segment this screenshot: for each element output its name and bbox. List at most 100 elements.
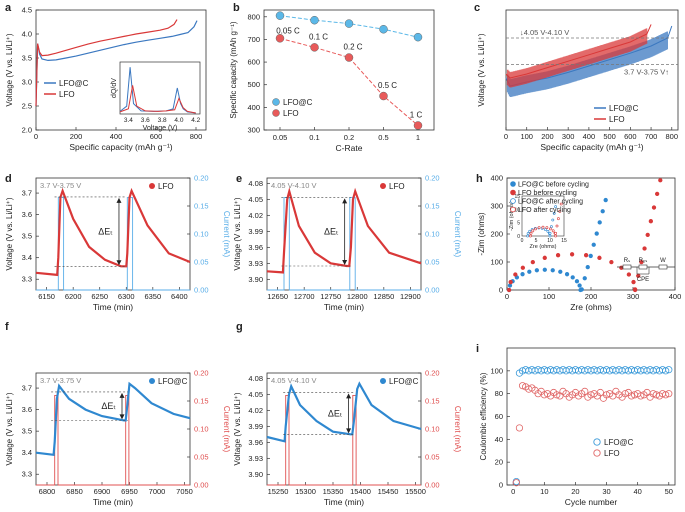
y-tick-label: 3.96: [248, 243, 263, 252]
x-tick-label: 6800: [39, 487, 56, 496]
legend-label: LFO@C: [59, 79, 89, 88]
y-tick-label: 3.5: [22, 54, 32, 63]
x-tick-label: 400: [110, 132, 123, 141]
inset-point: [526, 234, 530, 238]
y2-tick-label: 0.05: [194, 453, 209, 462]
nyquist-point: [555, 253, 561, 258]
y-tick-label: 400: [490, 174, 503, 183]
data-point: [275, 34, 285, 43]
data-point: [413, 32, 423, 42]
y-tick-label: 400: [247, 103, 260, 112]
panel-label: b: [233, 2, 240, 14]
nyquist-point: [569, 252, 575, 257]
gitt-band: [506, 28, 648, 88]
y-tick-label: 3.3: [22, 470, 32, 479]
inset-y-tick: 10: [514, 207, 520, 213]
y-tick-label: 3.4: [22, 448, 32, 457]
y-tick-label: 3.5: [22, 232, 32, 241]
inset-series: [119, 85, 196, 114]
x-axis-title: Time (min): [93, 497, 133, 507]
x-tick-label: 0.2: [344, 133, 354, 142]
x-tick-label: 0: [504, 132, 508, 141]
x-tick-label: 300: [562, 132, 575, 141]
arrow-head: [119, 414, 125, 420]
inset-point: [557, 217, 560, 221]
y2-axis-title: Current (mA): [222, 211, 231, 258]
y-axis-title: Voltage (V vs. Li/Li⁺): [5, 33, 14, 106]
inset-point: [526, 232, 530, 235]
voltage-trace: [35, 381, 191, 457]
x-tick-label: 20: [571, 487, 579, 496]
current-trace: [267, 197, 421, 291]
y-tick-label: 4.05: [248, 195, 263, 204]
x-axis-title: C-Rate: [336, 143, 363, 153]
inset-point: [529, 231, 533, 235]
rate-annotation: 0.1 C: [309, 32, 328, 41]
inset-point: [531, 229, 535, 233]
nyquist-point: [648, 219, 653, 224]
y2-tick-label: 0.00: [194, 481, 209, 490]
x-tick-label: 7050: [176, 487, 193, 496]
y2-tick-label: 0.10: [194, 230, 209, 239]
y-tick-label: 100: [490, 258, 503, 267]
data-point: [581, 387, 589, 395]
chart-e: e 12650 12700 12750 12800 12850 12900 3.90 3.93 3…: [233, 173, 462, 312]
arrow-head: [119, 392, 125, 398]
legend-label: LFO before cycling: [518, 190, 577, 197]
y2-tick-label: 0.15: [425, 202, 440, 211]
nyquist-point: [507, 283, 513, 288]
inset-point: [546, 229, 550, 233]
y-tick-label: 3.3: [22, 275, 32, 284]
y2-tick-label: 0.05: [425, 258, 440, 267]
x-tick-label: 12750: [320, 292, 341, 301]
x-tick-label: 6900: [94, 487, 111, 496]
y-tick-label: 3.0: [22, 78, 32, 87]
nyquist-point: [542, 255, 547, 260]
x-tick-label: 10: [540, 487, 548, 496]
x-tick-label: 6950: [121, 487, 138, 496]
circuit-resistor: [622, 264, 632, 270]
x-tick-label: 0.1: [309, 133, 319, 142]
x-tick-label: 0: [34, 132, 38, 141]
y2-axis-title: Current (mA): [222, 406, 231, 453]
arrow-head: [116, 197, 122, 203]
y-tick-label: 3.6: [22, 210, 32, 219]
inset-x-tick: 3.4: [124, 117, 133, 124]
x-tick-label: 15400: [350, 487, 371, 496]
rate-annotation: 0.2 C: [343, 43, 362, 52]
y-tick-label: 100: [490, 366, 503, 375]
delta-label: ΔEₜ: [324, 227, 339, 237]
data-point: [665, 390, 673, 398]
data-point: [379, 91, 388, 101]
nyquist-point: [570, 275, 575, 280]
panel-label: a: [5, 2, 12, 14]
legend-swatch: [510, 206, 516, 213]
x-tick-label: 12800: [347, 292, 368, 301]
y2-tick-label: 0.00: [194, 286, 209, 295]
y-tick-label: 4.02: [248, 211, 263, 220]
x-tick-label: 800: [190, 132, 203, 141]
x-tick-label: 15500: [405, 487, 426, 496]
data-point: [310, 43, 319, 52]
panel-label: h: [476, 173, 483, 185]
data-point: [649, 390, 657, 398]
inset-point: [541, 225, 545, 229]
inset-x-tick: 4.0: [174, 117, 183, 124]
data-point: [518, 382, 527, 390]
chart-i: i 0 10 20 30 40 50 0 20 40 60 80 100 LFO@C LFO Cycle nu…: [476, 343, 676, 507]
circuit-label: Rₑₛ: [639, 258, 648, 264]
legend-label: LFO after cycling: [518, 207, 571, 214]
inset-point: [558, 209, 562, 213]
inset-point: [554, 231, 558, 235]
circuit-label: CPE: [637, 277, 649, 283]
x-tick-label: 15350: [323, 487, 344, 496]
data-point: [512, 479, 520, 487]
data-point: [275, 11, 285, 20]
nyquist-point: [603, 197, 608, 203]
y-tick-label: 600: [247, 58, 260, 67]
x-tick-label: 0.05: [273, 133, 288, 142]
voltage-trace: [266, 381, 422, 443]
x-axis-title: Time (min): [324, 302, 364, 312]
x-tick-label: 400: [669, 292, 682, 301]
